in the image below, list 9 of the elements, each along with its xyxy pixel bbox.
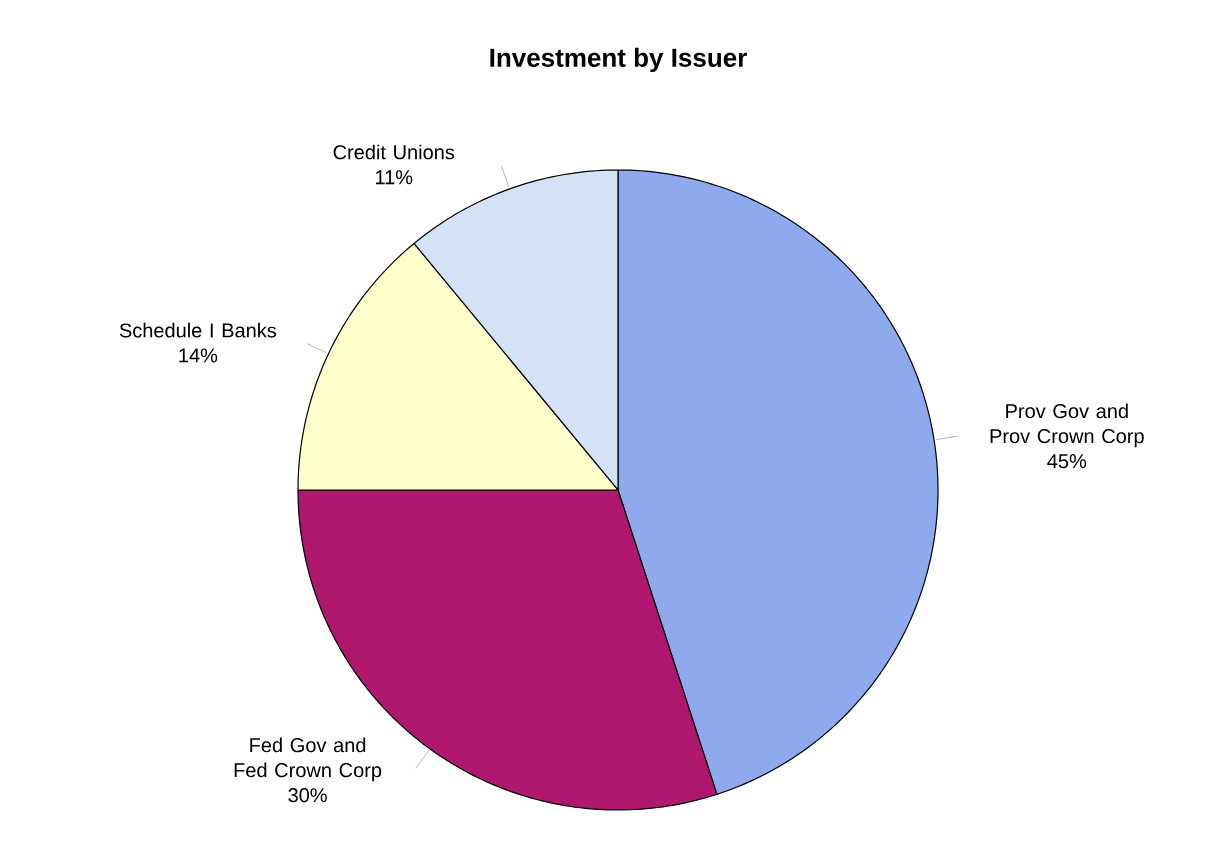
slice-label: Schedule I Banks [119, 322, 277, 338]
slice-label: Prov Gov and Prov Crown Corp [990, 403, 1144, 448]
slice-label: Fed Gov and Fed Crown Corp [234, 737, 382, 782]
data-label: 11% [376, 170, 413, 185]
data-label: 45% [1047, 454, 1087, 469]
chart-title: Investment by Issuer [490, 47, 747, 73]
data-label: 14% [179, 348, 218, 363]
slice-label: Credit Unions [333, 144, 455, 160]
data-label: 30% [288, 788, 327, 803]
